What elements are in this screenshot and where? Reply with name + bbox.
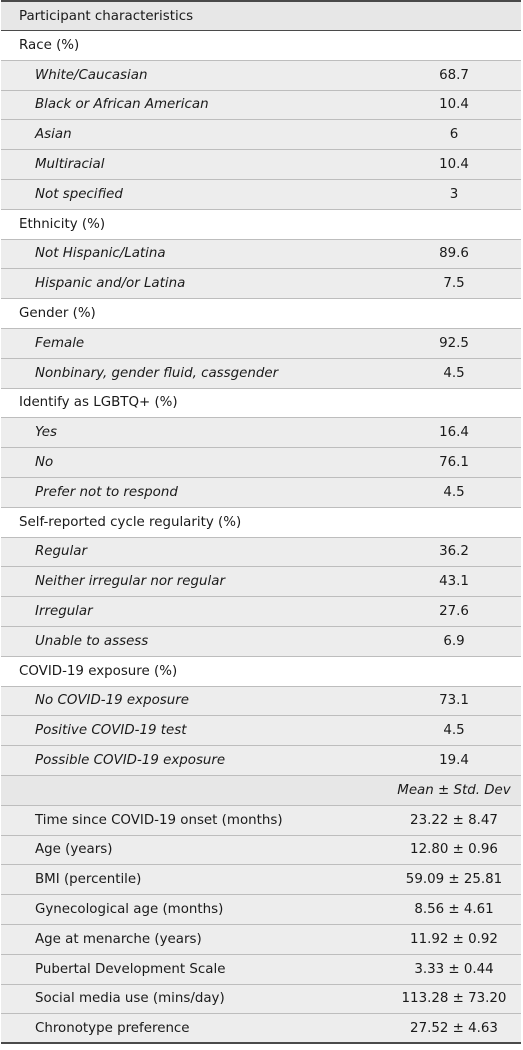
section-title-row: Self-reported cycle regularity (%): [1, 507, 521, 538]
row-value: 8.56 ± 4.61: [414, 902, 494, 917]
row-label: Social media use (mins/day): [35, 991, 225, 1007]
table-row: Asian 6: [1, 120, 521, 151]
row-label: Chronotype preference: [35, 1020, 190, 1036]
table-header-row: Participant characteristics: [1, 0, 521, 31]
row-value: 76.1: [439, 455, 469, 471]
table-row: No 76.1: [1, 448, 521, 478]
row-value: 59.09 ± 25.81: [405, 872, 503, 888]
row-label: Hispanic and/or Latina: [35, 276, 186, 292]
row-label: Positive COVID-19 test: [35, 723, 187, 739]
row-label: Not Hispanic/Latina: [35, 246, 166, 262]
row-label: No: [35, 455, 54, 471]
row-label: Time since COVID-19 onset (months): [35, 812, 283, 828]
stats-header: Mean ± Std. Dev: [397, 782, 511, 798]
row-value: 27.52 ± 4.63: [410, 1020, 498, 1036]
table-row: Gynecological age (months) 8.56 ± 4.61: [1, 895, 521, 925]
table-row: Pubertal Development Scale 3.33 ± 0.44: [1, 954, 521, 985]
stats-header-row: Mean ± Std. Dev: [1, 775, 521, 806]
table-row: White/Caucasian 68.7: [1, 60, 521, 91]
row-value: 6: [449, 127, 459, 143]
table-row: Age at menarche (years) 11.92 ± 0.92: [1, 924, 521, 955]
row-value: 4.5: [443, 723, 465, 739]
row-label: Asian: [35, 127, 72, 143]
row-value: 19.4: [439, 753, 469, 769]
row-value: 12.80 ± 0.96: [410, 842, 498, 858]
row-value: 10.4: [439, 97, 469, 113]
row-value: 16.4: [439, 425, 469, 441]
table-row: Female 92.5: [1, 328, 521, 359]
table-row: Not specified 3: [1, 179, 521, 210]
row-label: Neither irregular nor regular: [35, 574, 225, 590]
table-row: Chronotype preference 27.52 ± 4.63: [1, 1014, 521, 1045]
row-value: 4.5: [443, 365, 465, 381]
row-label: Prefer not to respond: [35, 484, 178, 500]
table-row: Irregular 27.6: [1, 597, 521, 627]
table-row: Age (years) 12.80 ± 0.96: [1, 835, 521, 866]
row-value: 3.33 ± 0.44: [414, 961, 494, 977]
row-label: BMI (percentile): [35, 872, 142, 888]
row-label: Female: [35, 335, 85, 351]
table-header: Participant characteristics: [19, 8, 194, 24]
table-row: No COVID-19 exposure 73.1: [1, 686, 521, 717]
row-label: Black or African American: [35, 97, 209, 113]
section-title: Identify as LGBTQ+ (%): [19, 395, 178, 411]
row-label: Multiracial: [35, 157, 105, 173]
row-label: Not specified: [35, 186, 123, 202]
row-value: 27.6: [439, 604, 469, 620]
row-value: 11.92 ± 0.92: [410, 931, 498, 947]
row-label: Unable to assess: [35, 633, 149, 649]
table-row: Yes 16.4: [1, 418, 521, 449]
row-label: Yes: [35, 425, 57, 441]
row-value: 23.22 ± 8.47: [410, 812, 498, 828]
row-label: Irregular: [35, 604, 93, 620]
row-value: 4.5: [443, 484, 465, 500]
row-value: 43.1: [439, 574, 469, 590]
section-title-row: Ethnicity (%): [1, 209, 521, 240]
row-value: 113.28 ± 73.20: [401, 991, 507, 1007]
section-title: Race (%): [19, 37, 80, 53]
row-value: 3: [449, 186, 459, 202]
table-row: Time since COVID-19 onset (months) 23.22 …: [1, 805, 521, 836]
row-value: 36.2: [439, 544, 469, 560]
section-title: Gender (%): [19, 306, 96, 322]
row-label: Gynecological age (months): [35, 902, 224, 917]
row-value: 68.7: [439, 67, 469, 83]
table-row: Possible COVID-19 exposure 19.4: [1, 746, 521, 776]
section-title-row: Gender (%): [1, 299, 521, 329]
table-row: Unable to assess 6.9: [1, 626, 521, 657]
section-title: Self-reported cycle regularity (%): [19, 514, 242, 530]
section-title: COVID-19 exposure (%): [19, 663, 178, 679]
table-row: BMI (percentile) 59.09 ± 25.81: [1, 865, 521, 896]
row-label: Nonbinary, gender fluid, cassgender: [35, 365, 279, 381]
row-label: Regular: [35, 544, 87, 560]
row-label: Age at menarche (years): [35, 931, 202, 947]
row-label: No COVID-19 exposure: [35, 693, 189, 709]
section-title-row: Race (%): [1, 31, 521, 61]
table-row: Neither irregular nor regular 43.1: [1, 567, 521, 598]
section-title: Ethnicity (%): [19, 216, 106, 232]
row-label: Age (years): [35, 842, 113, 858]
table-row: Multiracial 10.4: [1, 150, 521, 180]
table-row: Social media use (mins/day) 113.28 ± 73.2…: [1, 984, 521, 1015]
table-row: Hispanic and/or Latina 7.5: [1, 269, 521, 300]
row-value: 92.5: [439, 335, 469, 351]
row-value: 89.6: [439, 246, 469, 262]
row-label: White/Caucasian: [35, 67, 148, 83]
row-value: 6.9: [443, 633, 465, 649]
table-row: Not Hispanic/Latina 89.6: [1, 239, 521, 270]
row-label: Possible COVID-19 exposure: [35, 753, 226, 769]
section-title-row: COVID-19 exposure (%): [1, 656, 521, 687]
table-row: Black or African American 10.4: [1, 90, 521, 121]
table-row: Prefer not to respond 4.5: [1, 477, 521, 508]
section-title-row: Identify as LGBTQ+ (%): [1, 388, 521, 419]
row-value: 10.4: [439, 157, 469, 173]
table-row: Nonbinary, gender fluid, cassgender 4.5: [1, 358, 521, 389]
row-label: Pubertal Development Scale: [35, 961, 226, 977]
table-row: Positive COVID-19 test 4.5: [1, 716, 521, 747]
row-value: 73.1: [439, 693, 469, 709]
row-value: 7.5: [443, 276, 465, 292]
table-row: Regular 36.2: [1, 537, 521, 568]
